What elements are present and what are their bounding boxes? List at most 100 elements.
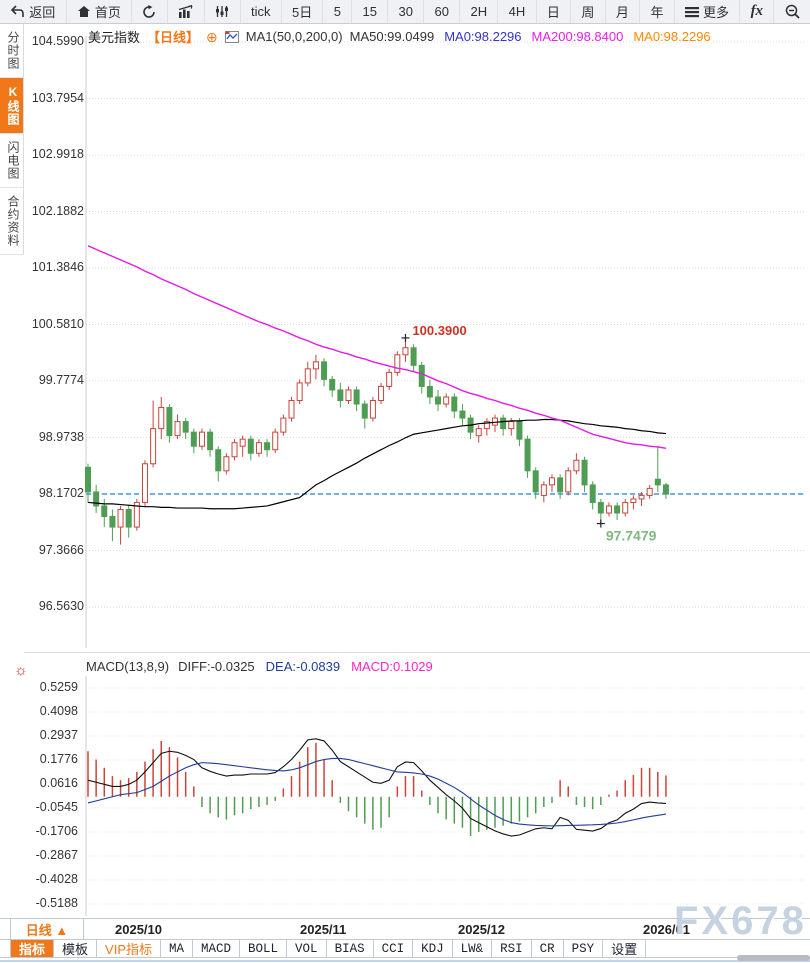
bottom-tab-RSI[interactable]: RSI [492,940,532,957]
toolbar-min60[interactable]: 60 [424,0,461,23]
macd-tick-label: -0.0545 [35,800,78,814]
period-tag: 【日线】 [147,30,200,45]
bottom-tab-LW&[interactable]: LW& [453,940,493,957]
toolbar-min5[interactable]: 5 [323,0,353,23]
time-axis-label: 2025/10 [115,922,162,937]
bottom-tab-BOLL[interactable]: BOLL [240,940,288,957]
top-toolbar: 返回 首页 tick 5日 5 15 30 60 2H 4H 日 周 月 年 更多 fx [0,0,810,24]
price-tick-label: 96.5630 [38,599,84,613]
toolbar-tick[interactable]: tick [241,0,282,23]
tabbar-pad [0,940,11,957]
horizontal-scrollbar-thumb[interactable] [737,955,810,961]
toolbar-day[interactable]: 日 [537,0,572,23]
price-tick-label: 104.5990 [31,34,84,48]
bottom-tab-VOL[interactable]: VOL [287,940,327,957]
macd-title: MACD(13,8,9) [86,659,170,674]
macd-tick-label: -0.2867 [35,848,78,862]
macd-tick-label: -0.1706 [35,824,78,838]
price-annotation: 97.7479 [606,528,657,544]
main-chart-header: 美元指数 【日线】 ⊕ MA1(50,0,200,0) MA50:99.0499… [88,27,711,46]
back-icon [10,5,25,18]
pane-divider [24,652,810,653]
toolbar-label: 更多 [703,5,730,20]
toolbar-back[interactable]: 返回 [0,0,67,23]
macd-tick-label: 0.4098 [39,704,78,718]
bottom-edge-line [0,960,810,962]
toolbar-min15[interactable]: 15 [352,0,389,23]
ma-value: MA0:98.2296 [633,29,711,44]
macd-tick-label: 0.2937 [39,728,78,742]
sidebar-tab-合约资料[interactable]: 合约资料 [0,188,23,255]
toolbar-more[interactable]: 更多 [675,0,741,23]
toolbar-chart-style[interactable] [168,0,206,23]
bottom-tab-CCI[interactable]: CCI [374,940,414,957]
bottom-tab-指标[interactable]: 指标 [11,940,55,957]
macd-value: DIFF:-0.0325 [178,659,255,674]
price-tick-label: 98.1702 [38,486,84,500]
toolbar-week[interactable]: 周 [571,0,606,23]
bottom-tab-MA[interactable]: MA [161,940,194,957]
ma-value: MA50:99.0499 [349,29,435,44]
watermark: FX678 [674,899,807,943]
toolbar-5d[interactable]: 5日 [282,0,324,23]
toolbar-refresh[interactable] [132,0,168,23]
macd-values: DIFF:-0.0325 DEA:-0.0839 MACD:0.1029 [178,659,433,674]
menu-icon [685,6,700,18]
toolbar-2h[interactable]: 2H [460,0,499,23]
bottom-tab-VIP指标[interactable]: VIP指标 [97,940,161,957]
bottom-tab-MACD[interactable]: MACD [193,940,241,957]
toolbar-home[interactable]: 首页 [67,0,133,23]
time-axis-label: 2025/12 [458,922,505,937]
macd-tick-label: 0.5259 [39,680,78,694]
chart-type-sidebar: 分时图 K线图 闪电图 合约资料 [0,24,24,255]
indicator-settings-icon[interactable]: ☼ [14,662,28,679]
ma-settings-label: MA1(50,0,200,0) [245,29,343,44]
toolbar-label: 4H [508,4,526,19]
toolbar-year[interactable]: 年 [640,0,675,23]
toolbar-label: 5日 [291,5,313,20]
toolbar-fx[interactable]: fx [740,0,775,23]
price-tick-label: 99.7774 [38,373,84,387]
sidebar-tab-闪电图[interactable]: 闪电图 [0,134,23,188]
bars-icon [178,5,194,18]
price-annotation: 100.3900 [412,323,466,338]
toolbar-label: 5 [333,4,341,19]
bottom-tab-CR[interactable]: CR [532,940,564,957]
macd-tick-label: -0.4028 [35,872,78,887]
macd-header: MACD(13,8,9) DIFF:-0.0325 DEA:-0.0839 MACD… [86,659,433,674]
symbol-name: 美元指数 [88,30,141,45]
bottom-tab-KDJ[interactable]: KDJ [413,940,453,957]
bottom-tab-BIAS[interactable]: BIAS [327,940,374,957]
indicator-tabbar: 指标 模板 VIP指标 MA MACD BOLL VOL BIAS CCI KDJ LW& RSI CR… [0,940,810,958]
ma-values: MA50:99.0499 MA0:98.2296 MA200:98.8400 MA0:… [350,29,711,44]
bottom-tab-设置[interactable]: 设置 [603,940,647,957]
price-tick-label: 102.1882 [31,203,84,218]
price-tick-label: 100.5810 [31,316,84,331]
toolbar-indicator-adjust[interactable] [205,0,241,23]
add-indicator-icon[interactable]: ⊕ [206,28,218,45]
toolbar-zoom-out[interactable] [774,0,810,23]
toolbar-min30[interactable]: 30 [388,0,425,23]
time-axis-label: 2026/01 [643,922,690,937]
sliders-icon [215,5,229,18]
sidebar-tab-K线图[interactable]: K线图 [0,78,23,134]
ma-value: MA200:98.8400 [531,29,624,44]
toolbar-4h[interactable]: 4H [498,0,537,23]
price-tick-label: 102.9918 [31,147,84,161]
macd-value: DEA:-0.0839 [265,659,341,674]
toolbar-label: tick [250,4,271,19]
sidebar-tab-分时图[interactable]: 分时图 [0,24,23,78]
toolbar-label: 15 [362,4,377,19]
ma-chart-icon [224,30,239,43]
toolbar-month[interactable]: 月 [606,0,641,23]
toolbar-label: 2H [470,4,488,19]
ma-value: MA0:98.2296 [444,29,522,44]
period-selector-button[interactable]: 日线 ▲ [10,919,84,939]
bottom-tab-PSY[interactable]: PSY [564,940,604,957]
bottom-tab-模板[interactable]: 模板 [54,940,98,957]
price-tick-label: 98.9738 [38,429,84,444]
refresh-icon [142,4,156,19]
zoom-out-icon [785,4,800,19]
time-axis-row: 日线 ▲ 2025/10 2025/11 2025/12 2026/01 [0,918,810,940]
